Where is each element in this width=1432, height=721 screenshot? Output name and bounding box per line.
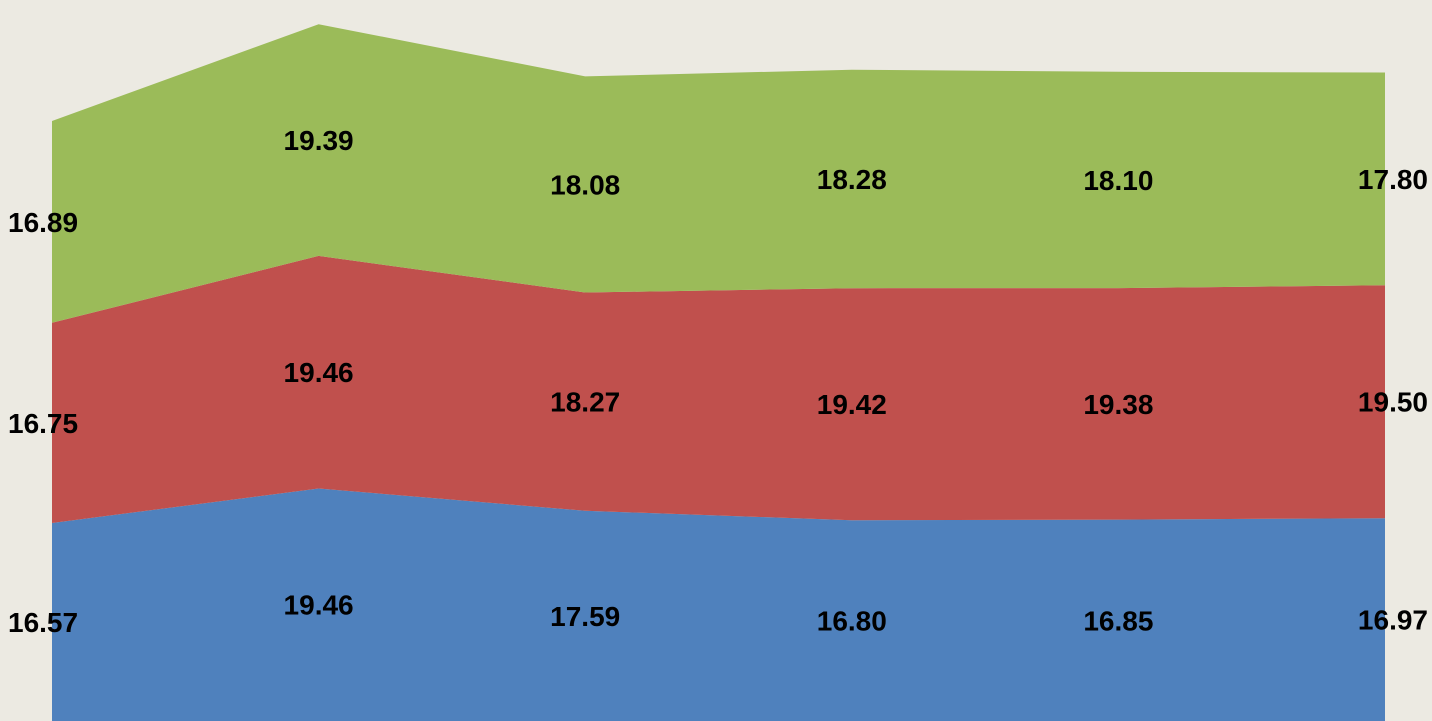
data-label-s1-p4: 16.80 [817,606,887,637]
data-label-s2-p2: 19.46 [284,357,354,388]
data-label-s1-p2: 19.46 [284,590,354,621]
series-areas [52,24,1385,721]
data-label-s3-p2: 19.39 [284,125,354,156]
data-label-s1-p5: 16.85 [1083,605,1153,636]
data-label-s3-p5: 18.10 [1083,165,1153,196]
data-label-s2-p1: 16.75 [8,408,78,439]
data-label-s3-p4: 18.28 [817,164,887,195]
data-label-s3-p1: 16.89 [8,207,78,238]
data-label-s2-p4: 19.42 [817,389,887,420]
data-label-s2-p3: 18.27 [550,387,620,418]
series-2-area [52,255,1385,523]
data-label-s1-p3: 17.59 [550,601,620,632]
series-1-area [52,488,1385,721]
data-label-s3-p3: 18.08 [550,169,620,200]
series-3-area [52,24,1385,323]
data-label-s2-p6: 19.50 [1358,387,1428,418]
data-labels: 16.57 19.46 17.59 16.80 16.85 16.97 16.75 19.46… [8,125,1428,638]
data-label-s1-p1: 16.57 [8,607,78,638]
data-label-s3-p6: 17.80 [1358,164,1428,195]
data-label-s2-p5: 19.38 [1083,389,1153,420]
data-label-s1-p6: 16.97 [1358,605,1428,636]
